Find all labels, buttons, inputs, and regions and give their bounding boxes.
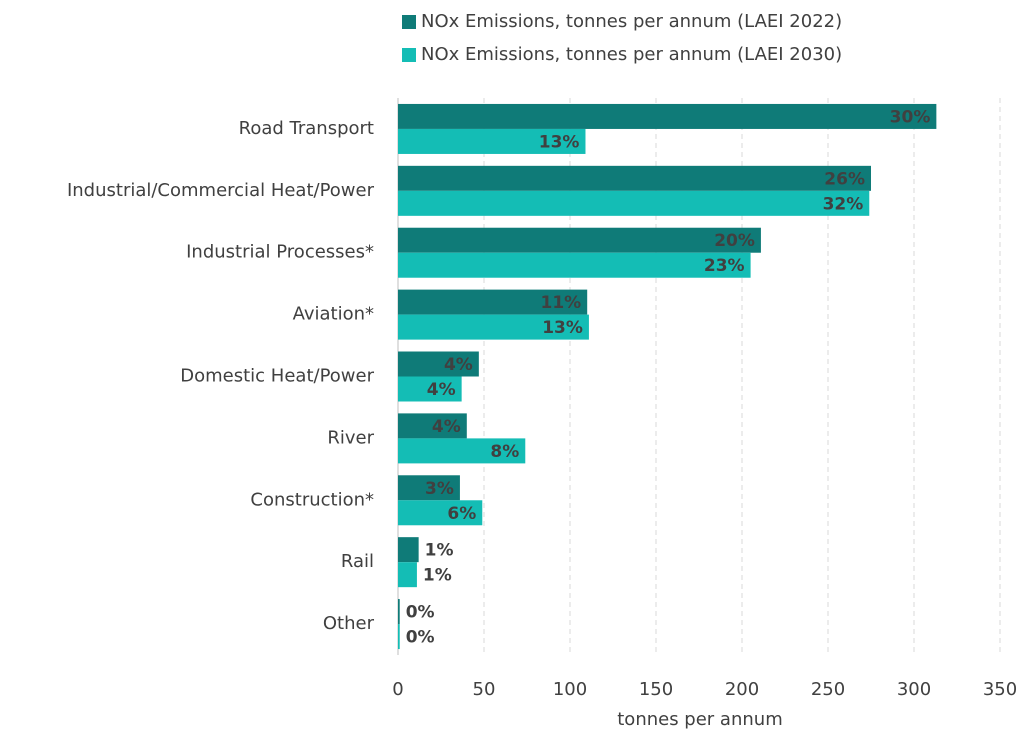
x-tick-label: 350 <box>983 679 1017 700</box>
data-label: 32% <box>823 194 864 214</box>
bar <box>398 537 419 563</box>
data-label: 3% <box>425 479 454 499</box>
data-label: 11% <box>540 293 581 313</box>
bar <box>398 165 871 191</box>
legend-label: NOx Emissions, tonnes per annum (LAEI 20… <box>421 11 842 32</box>
data-label: 13% <box>539 132 580 152</box>
data-label: 4% <box>427 380 456 400</box>
x-axis-label: tonnes per annum <box>617 709 782 730</box>
legend-label: NOx Emissions, tonnes per annum (LAEI 20… <box>421 44 842 65</box>
x-tick-label: 50 <box>473 679 496 700</box>
bar <box>398 103 937 129</box>
data-label: 26% <box>824 169 865 189</box>
data-label: 1% <box>425 541 454 561</box>
data-label: 6% <box>447 504 476 524</box>
x-tick-label: 200 <box>725 679 759 700</box>
y-tick-label: River <box>327 427 374 448</box>
bar <box>398 190 870 216</box>
data-label: 23% <box>704 256 745 276</box>
bar <box>398 500 483 526</box>
y-tick-label: Rail <box>341 551 374 572</box>
data-label: 8% <box>490 442 519 462</box>
x-tick-label: 300 <box>897 679 931 700</box>
bar <box>398 128 586 154</box>
x-tick-label: 250 <box>811 679 845 700</box>
data-label: 0% <box>406 603 435 623</box>
bar <box>398 376 462 402</box>
bar <box>398 475 460 501</box>
bar <box>398 351 479 377</box>
x-tick-label: 100 <box>553 679 587 700</box>
data-label: 0% <box>406 628 435 648</box>
bar <box>398 438 526 464</box>
y-tick-label: Domestic Heat/Power <box>180 366 374 387</box>
y-tick-label: Industrial/Commercial Heat/Power <box>67 180 375 201</box>
bar <box>398 314 589 340</box>
data-label: 4% <box>432 417 461 437</box>
bar <box>398 227 761 253</box>
y-tick-label: Industrial Processes* <box>186 242 374 263</box>
y-tick-label: Aviation* <box>293 304 374 325</box>
bar <box>398 413 467 439</box>
data-label: 20% <box>714 231 755 251</box>
y-tick-label: Construction* <box>250 489 374 510</box>
bar <box>398 252 751 278</box>
legend-swatch <box>402 15 416 29</box>
bar <box>398 289 588 315</box>
data-label: 30% <box>890 107 931 127</box>
data-label: 4% <box>444 355 473 375</box>
bar <box>398 624 400 650</box>
data-label: 13% <box>542 318 583 338</box>
bar <box>398 562 417 588</box>
bar <box>398 599 400 625</box>
y-tick-label: Road Transport <box>239 118 374 139</box>
x-tick-label: 0 <box>392 679 403 700</box>
legend-swatch <box>402 48 416 62</box>
x-tick-label: 150 <box>639 679 673 700</box>
y-tick-label: Other <box>323 613 375 634</box>
data-label: 1% <box>423 566 452 586</box>
